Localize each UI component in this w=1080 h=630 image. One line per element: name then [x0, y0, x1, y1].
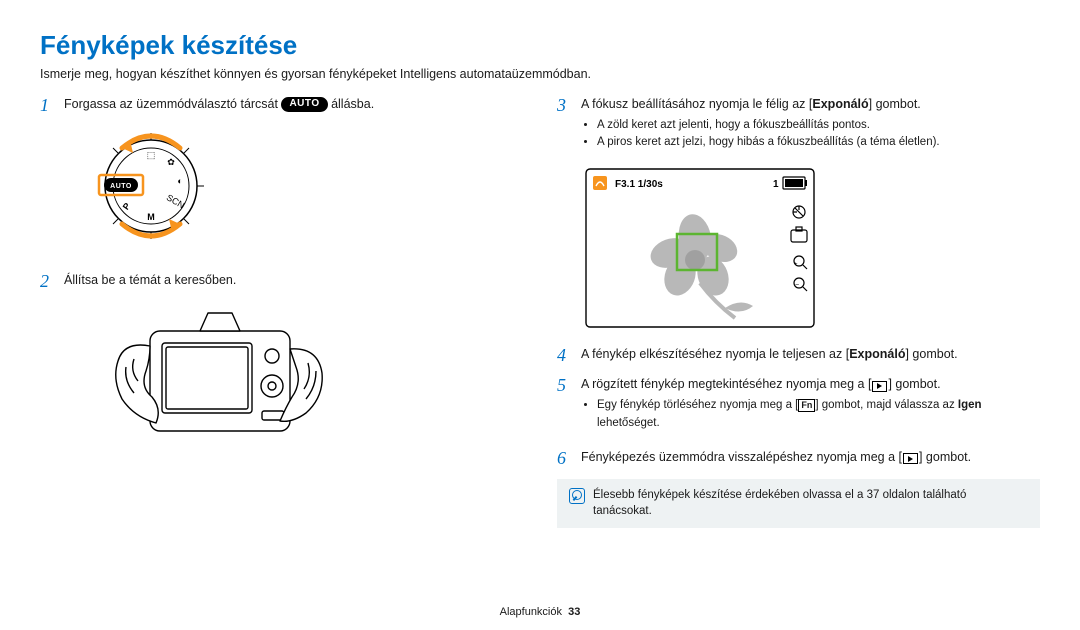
footer-section-label: Alapfunkciók: [500, 606, 562, 618]
bullet-post: lehetőséget.: [597, 417, 660, 429]
step-1: 1 Forgassa az üzemmódválasztó tárcsát AU…: [40, 95, 523, 116]
svg-text:−: −: [795, 282, 799, 289]
right-column: 3 A fókusz beállításához nyomja le félig…: [557, 95, 1040, 528]
list-item: A piros keret azt jelzi, hogy hibás a fó…: [597, 134, 940, 151]
step-3-bold: Exponáló: [812, 97, 868, 111]
camera-illustration: [90, 301, 523, 466]
step-6-pre: Fényképezés üzemmódra visszalépéshez nyo…: [581, 450, 902, 464]
step-1-pre: Forgassa az üzemmódválasztó tárcsát: [64, 97, 281, 111]
bullet-pre: Egy fénykép törléséhez nyomja meg a [: [597, 399, 798, 411]
svg-text:✿: ✿: [167, 157, 175, 167]
step-1-text: Forgassa az üzemmódválasztó tárcsát AUTO…: [64, 95, 374, 116]
step-4-pre: A fénykép elkészítéséhez nyomja le telje…: [581, 347, 849, 361]
list-item: Egy fénykép törléséhez nyomja meg a [Fn]…: [597, 397, 1040, 432]
left-column: 1 Forgassa az üzemmódválasztó tárcsát AU…: [40, 95, 523, 528]
step-3: 3 A fókusz beállításához nyomja le félig…: [557, 95, 1040, 158]
step-3-bullets: A zöld keret azt jelenti, hogy a fókuszb…: [597, 117, 940, 152]
svg-text:1: 1: [773, 179, 779, 190]
svg-text:AUTO: AUTO: [110, 183, 132, 190]
content-columns: 1 Forgassa az üzemmódválasztó tárcsát AU…: [40, 95, 1040, 528]
step-3-pre: A fókusz beállításához nyomja le félig a…: [581, 97, 812, 111]
step-4-bold: Exponáló: [849, 347, 905, 361]
step-2: 2 Állítsa be a témát a keresőben.: [40, 271, 523, 292]
step-6: 6 Fényképezés üzemmódra visszalépéshez n…: [557, 448, 1040, 469]
lcd-preview-illustration: F3.1 1/30s 1 + −: [585, 168, 1040, 333]
page-title: Fényképek készítése: [40, 30, 1040, 61]
svg-text:+: +: [794, 262, 798, 268]
list-item: A zöld keret azt jelenti, hogy a fókuszb…: [597, 117, 940, 134]
step-3-post: ] gombot.: [869, 97, 921, 111]
step-1-post: állásba.: [328, 97, 375, 111]
step-4-post: ] gombot.: [905, 347, 957, 361]
step-5-post: ] gombot.: [888, 377, 940, 391]
step-6-text: Fényképezés üzemmódra visszalépéshez nyo…: [581, 448, 971, 469]
step-5-text: A rögzített fénykép megtekintéséhez nyom…: [581, 375, 1040, 438]
step-3-text: A fókusz beállításához nyomja le félig a…: [581, 95, 940, 158]
svg-text:M: M: [147, 212, 155, 222]
tip-box: Élesebb fényképek készítése érdekében ol…: [557, 479, 1040, 528]
step-number: 3: [557, 95, 573, 158]
step-number: 5: [557, 375, 573, 438]
step-4-text: A fénykép elkészítéséhez nyomja le telje…: [581, 345, 958, 366]
step-6-post: ] gombot.: [919, 450, 971, 464]
footer-page-number: 33: [568, 606, 580, 618]
tip-text: Élesebb fényképek készítése érdekében ol…: [593, 487, 1028, 520]
fn-icon: Fn: [798, 399, 815, 412]
step-number: 2: [40, 271, 56, 292]
step-5-pre: A rögzített fénykép megtekintéséhez nyom…: [581, 377, 871, 391]
step-2-text: Állítsa be a témát a keresőben.: [64, 271, 236, 292]
step-5-bullets: Egy fénykép törléséhez nyomja meg a [Fn]…: [597, 397, 1040, 432]
intro-text: Ismerje meg, hogyan készíthet könnyen és…: [40, 67, 1040, 81]
step-number: 4: [557, 345, 573, 366]
step-4: 4 A fénykép elkészítéséhez nyomja le tel…: [557, 345, 1040, 366]
svg-text:F3.1 1/30s: F3.1 1/30s: [615, 179, 663, 190]
step-number: 1: [40, 95, 56, 116]
playback-icon: [872, 381, 887, 392]
svg-text:⬚: ⬚: [147, 150, 156, 160]
playback-icon: [903, 453, 918, 464]
mode-dial-illustration: ⬚ ✿ ◐ SCN M P AUTO: [76, 126, 523, 251]
step-number: 6: [557, 448, 573, 469]
step-5: 5 A rögzített fénykép megtekintéséhez ny…: [557, 375, 1040, 438]
bullet-mid: ] gombot, majd válassza az: [815, 399, 958, 411]
page-footer: Alapfunkciók 33: [0, 606, 1080, 618]
tip-pencil-icon: [569, 488, 585, 504]
auto-badge-icon: AUTO: [281, 97, 327, 113]
svg-text:◐: ◐: [177, 176, 182, 186]
bullet-bold: Igen: [958, 399, 982, 411]
